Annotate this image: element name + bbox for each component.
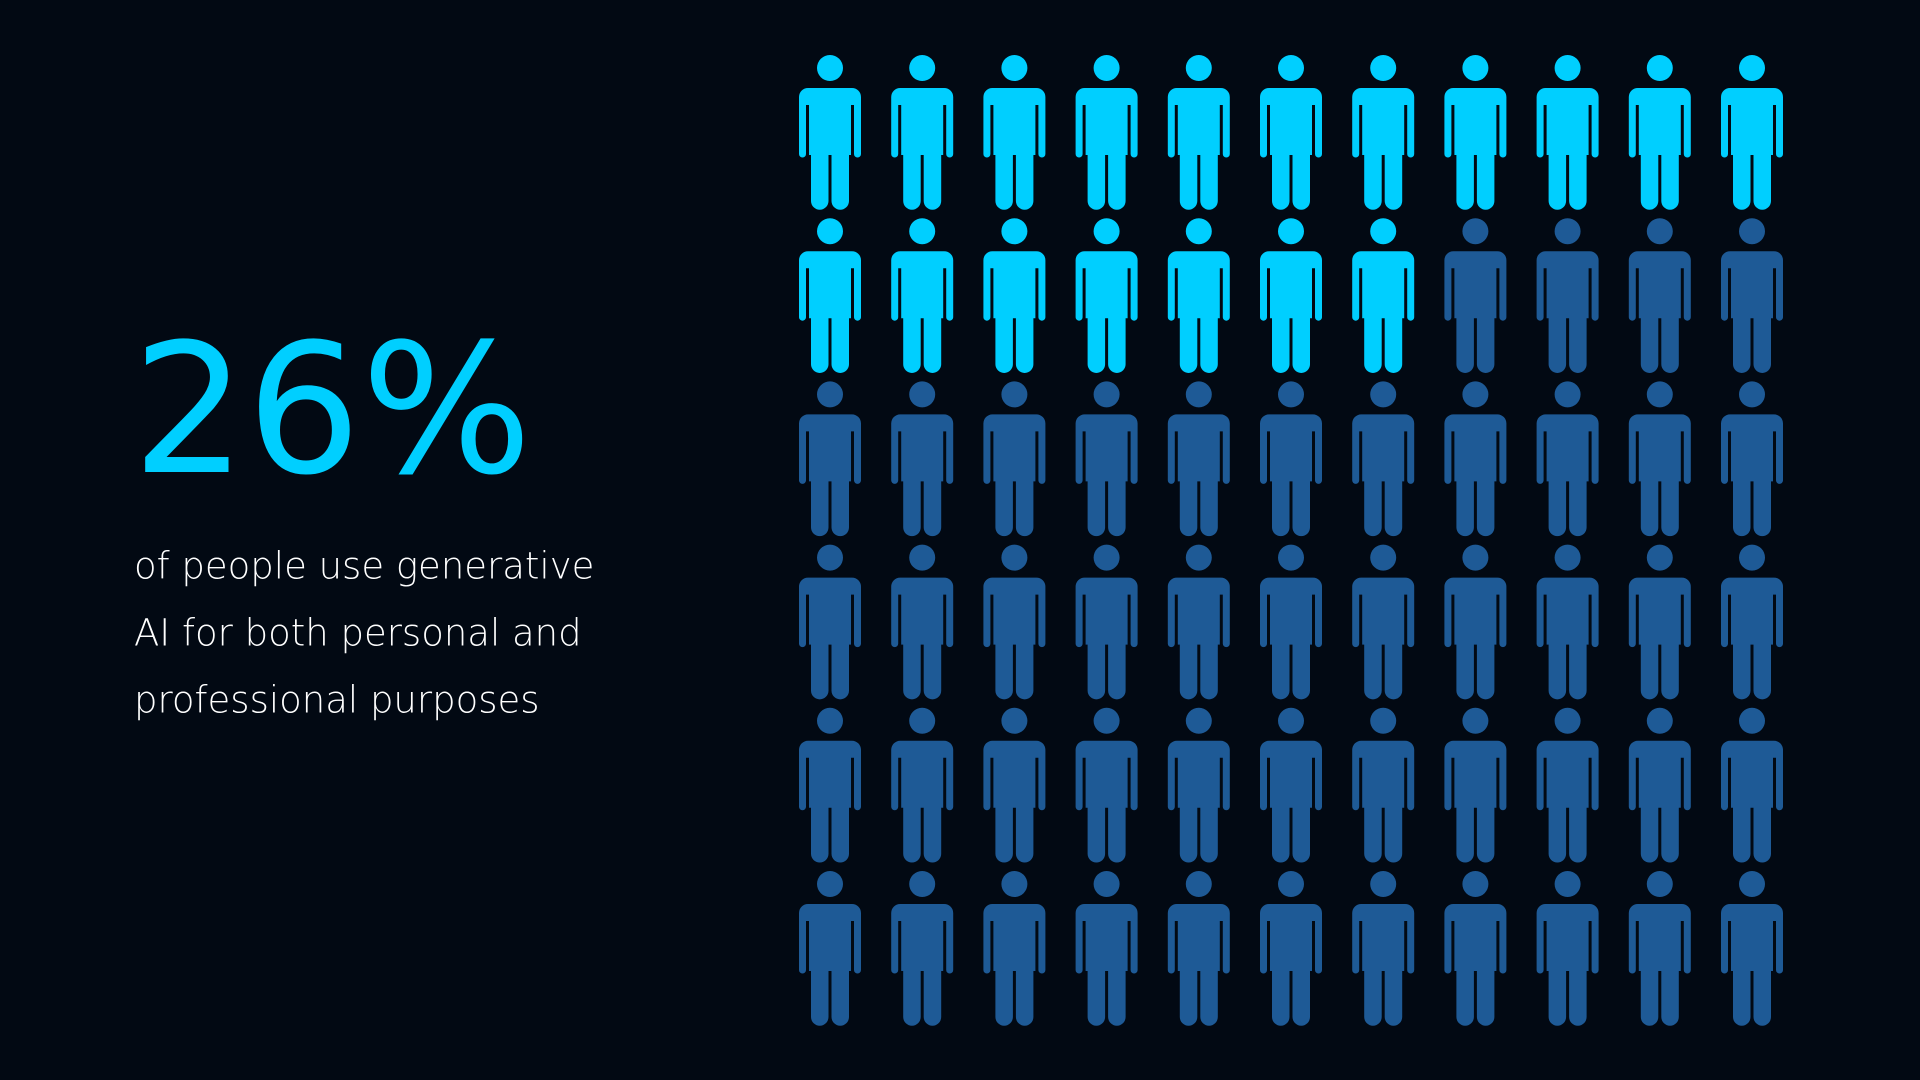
person-icon xyxy=(1075,871,1138,1026)
person-icon xyxy=(1721,544,1783,700)
filled-person-icon xyxy=(891,218,954,373)
person-icon xyxy=(1352,381,1415,537)
person-icon xyxy=(1536,707,1599,863)
person-icon xyxy=(1352,871,1415,1026)
filled-person-icon xyxy=(983,55,1046,210)
filled-person-icon xyxy=(799,218,861,373)
caption-line: AI for both personal and xyxy=(134,612,582,655)
person-icon xyxy=(1075,544,1138,700)
person-icon xyxy=(1167,544,1230,700)
filled-person-icon xyxy=(1167,218,1230,373)
person-icon xyxy=(1721,218,1783,373)
person-icon xyxy=(799,381,861,537)
person-icon xyxy=(891,871,954,1026)
filled-person-icon xyxy=(1352,55,1415,210)
person-icon xyxy=(1075,381,1138,537)
person-icon xyxy=(1536,218,1599,373)
filled-person-icon xyxy=(1075,55,1138,210)
filled-person-icon xyxy=(1721,55,1783,210)
caption-line: professional purposes xyxy=(134,679,540,722)
person-icon xyxy=(983,381,1046,537)
person-icon xyxy=(1444,218,1507,373)
person-icon xyxy=(1167,871,1230,1026)
person-icon xyxy=(1721,381,1783,537)
person-icon xyxy=(983,707,1046,863)
person-icon xyxy=(891,707,954,863)
person-icon xyxy=(1444,381,1507,537)
filled-person-icon xyxy=(1628,55,1691,210)
person-icon xyxy=(799,544,861,700)
person-icon xyxy=(1167,381,1230,537)
headline: 26% xyxy=(132,306,532,515)
filled-person-icon xyxy=(1075,218,1138,373)
person-icon xyxy=(1444,707,1507,863)
person-icon xyxy=(983,871,1046,1026)
person-icon xyxy=(1721,707,1783,863)
person-icon xyxy=(1628,381,1691,537)
filled-person-icon xyxy=(799,55,861,210)
person-icon xyxy=(1536,871,1599,1026)
person-icon xyxy=(1628,707,1691,863)
person-icon xyxy=(983,544,1046,700)
person-icon xyxy=(1628,544,1691,700)
person-icon xyxy=(799,871,861,1026)
caption-line: of people use generative xyxy=(134,545,594,588)
person-icon xyxy=(1167,707,1230,863)
filled-person-icon xyxy=(1352,218,1415,373)
person-icon xyxy=(1444,544,1507,700)
person-icon xyxy=(891,381,954,537)
person-icon xyxy=(1352,544,1415,700)
filled-person-icon xyxy=(983,218,1046,373)
person-icon xyxy=(1075,707,1138,863)
person-icon xyxy=(799,707,861,863)
person-icon xyxy=(1260,381,1322,537)
person-icon xyxy=(1260,707,1322,863)
filled-person-icon xyxy=(1167,55,1230,210)
person-icon xyxy=(1444,871,1507,1026)
filled-person-icon xyxy=(891,55,954,210)
person-icon xyxy=(1352,707,1415,863)
person-icon xyxy=(1260,544,1322,700)
person-icon xyxy=(1536,381,1599,537)
person-icon xyxy=(1260,871,1322,1026)
filled-person-icon xyxy=(1260,218,1322,373)
person-icon xyxy=(1721,871,1783,1026)
person-icon xyxy=(891,544,954,700)
person-icon xyxy=(1628,871,1691,1026)
person-icon xyxy=(1536,544,1599,700)
filled-person-icon xyxy=(1536,55,1599,210)
filled-person-icon xyxy=(1444,55,1507,210)
person-icon xyxy=(1628,218,1691,373)
filled-person-icon xyxy=(1260,55,1322,210)
